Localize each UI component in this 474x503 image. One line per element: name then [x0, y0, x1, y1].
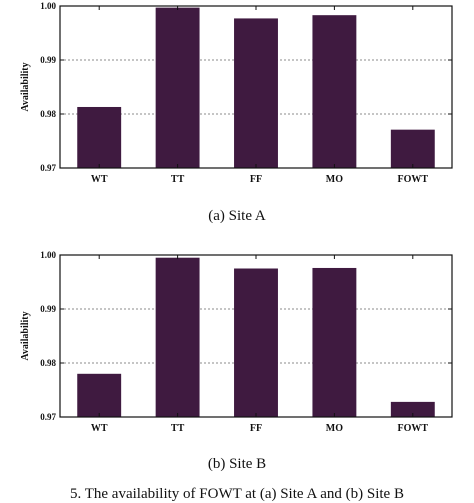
bar-ff: [234, 268, 278, 417]
caption-site-b: (b) Site B: [207, 456, 267, 472]
bar-tt: [155, 7, 200, 169]
figure-caption: 5. The availability of FOWT at (a) Site …: [70, 486, 404, 502]
y-tick-label: 0.99: [40, 304, 56, 314]
plot-frame: [59, 5, 453, 169]
y-tick-label: 0.97: [40, 163, 56, 173]
bar-tt: [155, 257, 200, 417]
x-tick-label: TT: [171, 174, 185, 185]
y-axis-label: Availability: [20, 311, 31, 360]
x-tick-label: WT: [91, 174, 108, 185]
x-tick-label: FF: [250, 174, 262, 185]
bar-fowt: [390, 129, 435, 168]
y-tick-label: 0.99: [40, 55, 56, 65]
x-tick-label: FOWT: [398, 174, 429, 185]
bar-fowt: [390, 401, 435, 417]
bar-mo: [312, 267, 357, 417]
y-tick-label: 0.98: [40, 109, 56, 119]
x-tick-label: FF: [250, 423, 262, 434]
caption-site-a: (a) Site A: [208, 208, 266, 224]
x-tick-label: TT: [171, 423, 185, 434]
y-tick-label: 1.00: [40, 1, 56, 11]
x-tick-label: WT: [91, 423, 108, 434]
bar-wt: [77, 106, 122, 168]
plot-frame: [59, 254, 453, 418]
x-tick-label: MO: [326, 174, 343, 185]
y-tick-label: 1.00: [40, 250, 56, 260]
y-tick-label: 0.98: [40, 358, 56, 368]
bar-wt: [77, 373, 122, 417]
chart-site-a: WT TT FF MO FOWT 0.97 0.98 0.99 1.00 Availability: [20, 1, 453, 185]
x-tick-label: FOWT: [398, 423, 429, 434]
x-tick-label: MO: [326, 423, 343, 434]
chart-site-b: WT TT FF MO FOWT 0.97 0.98 0.99 1.00 Availability: [20, 250, 453, 434]
bar-mo: [312, 15, 357, 169]
y-tick-label: 0.97: [40, 412, 56, 422]
bar-ff: [234, 18, 278, 169]
y-axis-label: Availability: [20, 62, 31, 111]
